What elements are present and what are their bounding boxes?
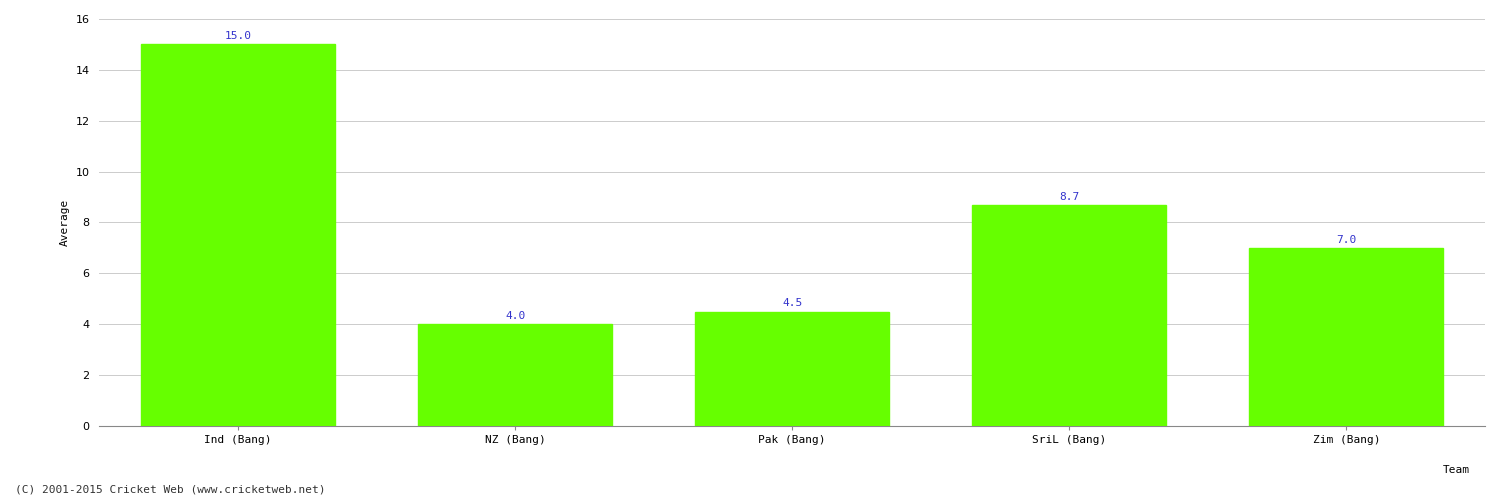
Bar <box>1250 248 1443 426</box>
Text: 4.0: 4.0 <box>506 311 525 321</box>
Bar <box>694 312 889 426</box>
Y-axis label: Average: Average <box>60 199 70 246</box>
Text: Team: Team <box>1443 465 1470 475</box>
Bar <box>141 44 334 426</box>
Text: 15.0: 15.0 <box>225 32 252 42</box>
Bar <box>972 204 1167 426</box>
Text: 7.0: 7.0 <box>1336 235 1356 245</box>
Text: 4.5: 4.5 <box>782 298 802 308</box>
Text: 8.7: 8.7 <box>1059 192 1080 202</box>
Bar <box>419 324 612 426</box>
Text: (C) 2001-2015 Cricket Web (www.cricketweb.net): (C) 2001-2015 Cricket Web (www.cricketwe… <box>15 485 326 495</box>
